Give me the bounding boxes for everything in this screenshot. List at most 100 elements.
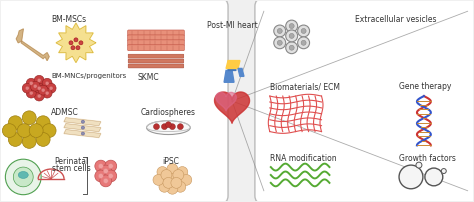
Text: BM-MNCs/progenitors: BM-MNCs/progenitors [51, 73, 127, 79]
Circle shape [74, 38, 78, 42]
Circle shape [95, 160, 107, 172]
FancyBboxPatch shape [128, 40, 184, 46]
Circle shape [98, 164, 103, 168]
Circle shape [9, 133, 22, 146]
Text: ADMSC: ADMSC [51, 108, 79, 117]
Circle shape [37, 94, 41, 98]
Circle shape [103, 168, 108, 174]
Circle shape [42, 88, 52, 98]
Circle shape [108, 174, 113, 178]
Circle shape [289, 45, 294, 50]
Circle shape [301, 28, 306, 34]
Ellipse shape [18, 171, 28, 178]
Text: RNA modification: RNA modification [270, 154, 337, 163]
Polygon shape [216, 92, 237, 111]
Circle shape [277, 40, 282, 45]
Ellipse shape [146, 121, 190, 135]
Circle shape [399, 165, 423, 189]
FancyBboxPatch shape [128, 45, 184, 51]
FancyBboxPatch shape [128, 54, 184, 58]
Circle shape [105, 160, 117, 172]
Circle shape [301, 40, 306, 45]
Circle shape [22, 135, 36, 148]
Circle shape [76, 46, 80, 50]
FancyBboxPatch shape [128, 64, 184, 68]
Circle shape [98, 174, 103, 178]
FancyBboxPatch shape [128, 30, 184, 36]
Text: Perinatal: Perinatal [54, 157, 88, 166]
Circle shape [298, 37, 310, 49]
Circle shape [38, 85, 48, 95]
Circle shape [22, 83, 32, 93]
Polygon shape [16, 29, 49, 61]
FancyBboxPatch shape [0, 0, 228, 202]
Circle shape [13, 167, 33, 187]
Circle shape [69, 41, 73, 45]
Polygon shape [224, 70, 234, 82]
Circle shape [45, 91, 49, 95]
Circle shape [157, 167, 168, 177]
Circle shape [169, 124, 175, 130]
Polygon shape [226, 61, 240, 68]
Circle shape [177, 124, 183, 130]
Text: stem cells: stem cells [52, 164, 91, 173]
Circle shape [167, 174, 178, 184]
Circle shape [29, 124, 43, 138]
Circle shape [162, 124, 167, 130]
Circle shape [36, 133, 50, 146]
FancyBboxPatch shape [255, 0, 474, 202]
Text: BM-MSCs: BM-MSCs [51, 15, 86, 24]
Circle shape [82, 126, 84, 129]
Circle shape [42, 124, 56, 138]
Circle shape [2, 124, 16, 138]
Circle shape [5, 159, 41, 195]
Circle shape [26, 88, 36, 98]
Circle shape [154, 124, 159, 130]
Circle shape [36, 116, 50, 130]
Circle shape [49, 86, 53, 90]
Circle shape [22, 111, 36, 125]
Circle shape [45, 81, 49, 85]
Circle shape [177, 167, 188, 177]
Circle shape [34, 83, 44, 93]
Circle shape [103, 178, 108, 183]
Circle shape [173, 169, 184, 180]
Text: iPSC: iPSC [162, 157, 179, 166]
Text: Gene therapy: Gene therapy [399, 82, 451, 91]
Circle shape [30, 81, 40, 91]
Circle shape [175, 181, 186, 192]
Circle shape [41, 88, 45, 92]
Circle shape [33, 84, 37, 88]
Circle shape [34, 91, 44, 101]
Circle shape [82, 132, 84, 135]
Circle shape [416, 162, 422, 168]
Circle shape [181, 175, 192, 185]
Text: Cardiospheres: Cardiospheres [141, 108, 196, 117]
Circle shape [286, 20, 298, 32]
Circle shape [25, 86, 29, 90]
Circle shape [298, 25, 310, 37]
Polygon shape [238, 68, 244, 76]
Circle shape [274, 25, 286, 37]
Circle shape [9, 116, 22, 130]
Circle shape [17, 124, 31, 138]
Circle shape [82, 120, 84, 123]
Circle shape [71, 46, 75, 50]
Circle shape [153, 175, 164, 185]
Text: Growth factors: Growth factors [399, 154, 456, 163]
FancyBboxPatch shape [128, 35, 184, 41]
Text: SKMC: SKMC [138, 73, 159, 82]
Circle shape [163, 177, 174, 188]
Circle shape [37, 86, 41, 90]
Circle shape [100, 165, 112, 177]
Circle shape [165, 122, 172, 128]
Circle shape [286, 42, 298, 54]
Circle shape [100, 175, 112, 187]
Circle shape [95, 170, 107, 182]
Circle shape [171, 177, 182, 188]
Polygon shape [64, 130, 101, 138]
Circle shape [277, 28, 282, 34]
Circle shape [46, 83, 56, 93]
Circle shape [289, 34, 294, 38]
Circle shape [167, 183, 178, 194]
